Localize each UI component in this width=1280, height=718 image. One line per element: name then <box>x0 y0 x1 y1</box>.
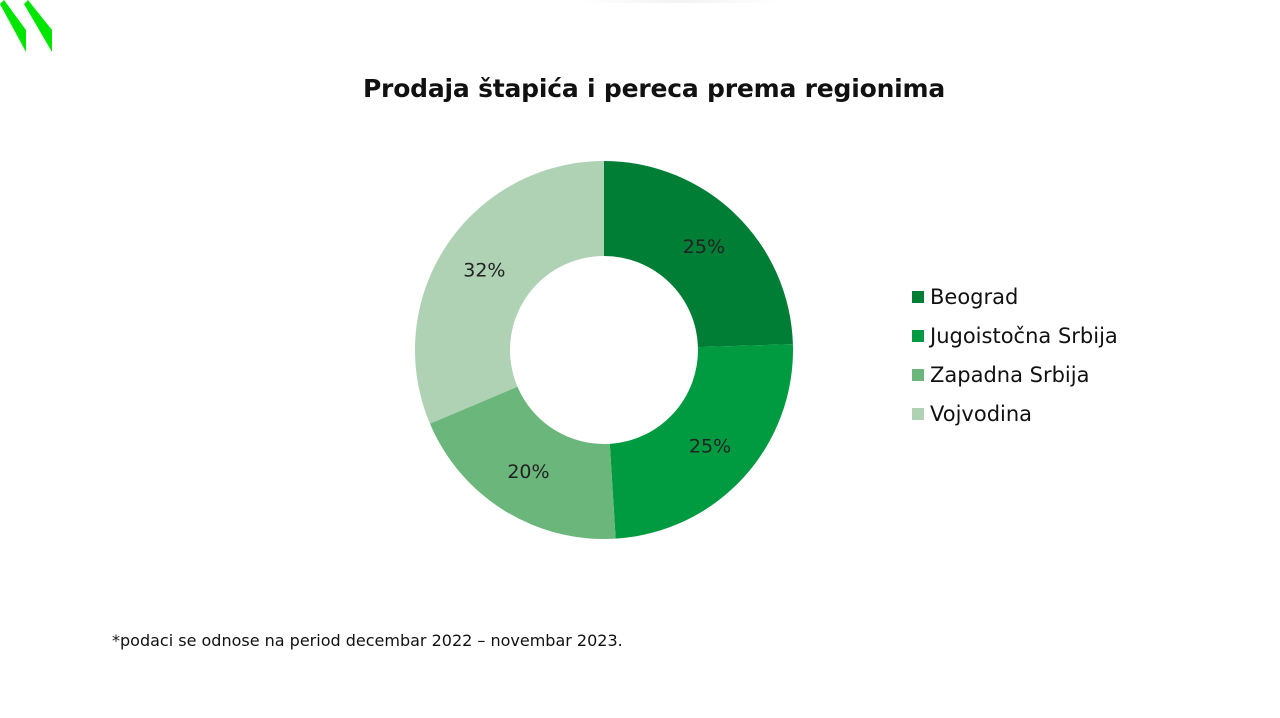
slice-label: 32% <box>463 260 505 282</box>
donut-slice-beograd <box>604 161 793 348</box>
donut-slice-vojvodina <box>415 161 604 424</box>
legend-swatch <box>912 368 924 381</box>
legend-swatch <box>912 407 924 420</box>
legend-item: Zapadna Srbija <box>912 355 1118 394</box>
donut-slice-jugoisto-na-srbija <box>609 344 793 539</box>
legend-swatch <box>912 329 924 342</box>
slice-label: 25% <box>683 236 725 258</box>
legend-item: Beograd <box>912 277 1118 316</box>
chart-legend: Beograd Jugoistočna Srbija Zapadna Srbija V… <box>912 277 1118 433</box>
legend-label: Zapadna Srbija <box>930 362 1090 387</box>
chart-title: Prodaja štapića i pereca prema regionima <box>362 74 946 103</box>
donut-slice-zapadna-srbija <box>429 386 616 540</box>
brand-logo-icon <box>0 0 52 52</box>
slice-label: 20% <box>507 461 549 483</box>
legend-label: Vojvodina <box>930 401 1033 426</box>
legend-item: Jugoistočna Srbija <box>912 316 1118 355</box>
legend-swatch <box>912 290 924 303</box>
legend-label: Beograd <box>930 284 1019 309</box>
top-edge-shadow <box>580 0 780 3</box>
legend-item: Vojvodina <box>912 394 1118 433</box>
footnote: *podaci se odnose na period decembar 202… <box>112 631 623 650</box>
legend-label: Jugoistočna Srbija <box>930 323 1118 348</box>
slice-label: 25% <box>689 436 731 458</box>
